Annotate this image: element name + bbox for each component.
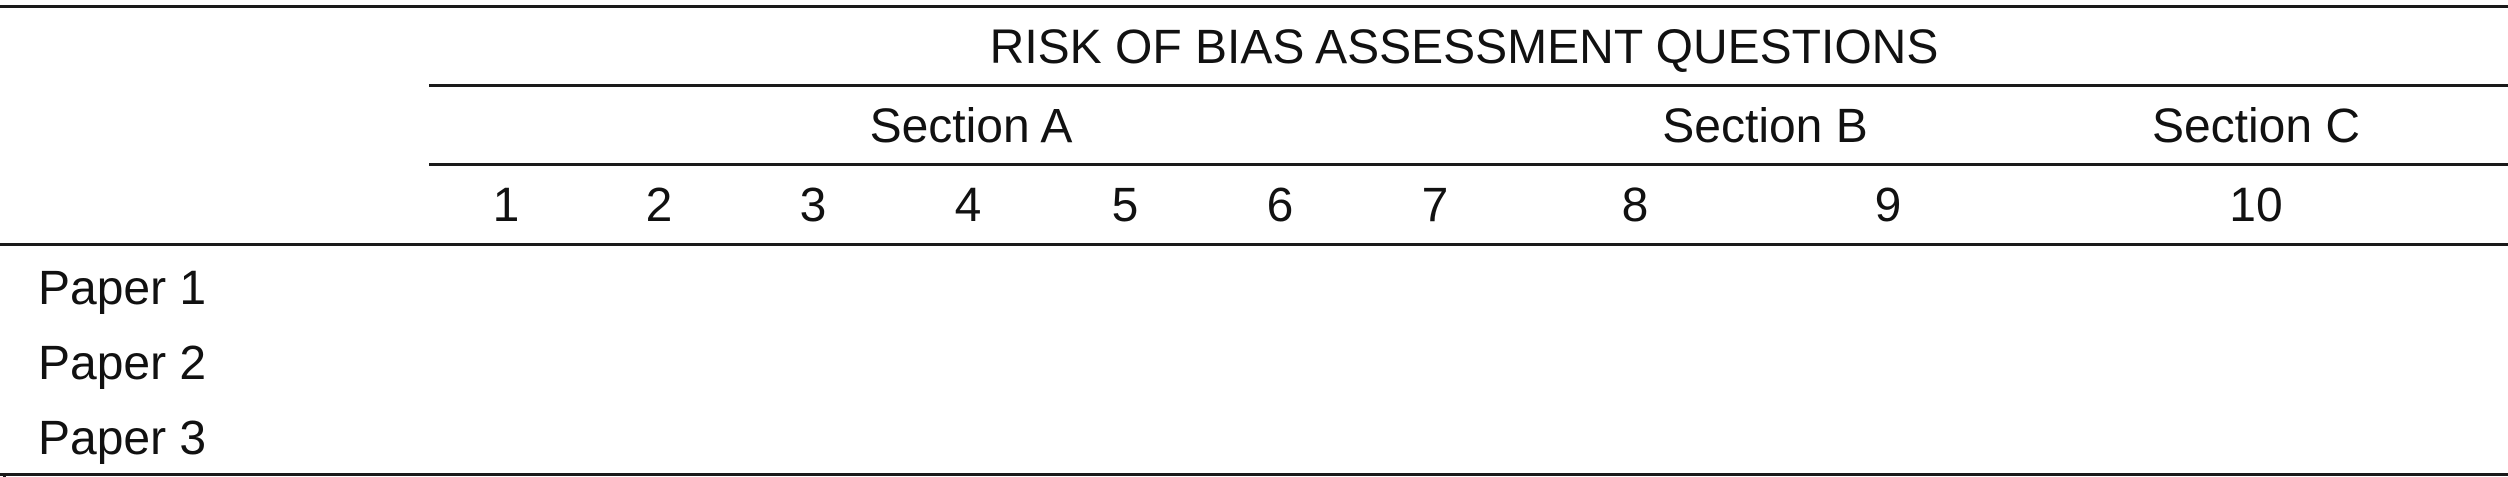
header-bottom-rule xyxy=(0,243,2508,246)
row-label-paper-2: Paper 2 xyxy=(38,337,207,390)
question-header: 2 xyxy=(645,179,673,232)
question-header: 4 xyxy=(954,179,982,232)
row-label-paper-1: Paper 1 xyxy=(38,262,207,315)
question-header: 6 xyxy=(1266,179,1294,232)
top-rule xyxy=(0,5,2508,8)
bottom-rule xyxy=(0,473,2508,476)
section-b-header: Section B xyxy=(1662,100,1868,153)
section-rule xyxy=(429,163,2508,166)
table-title: RISK OF BIAS ASSESSMENT QUESTIONS xyxy=(989,21,1939,74)
section-c-header: Section C xyxy=(2151,100,2361,153)
row-label-paper-3: Paper 3 xyxy=(38,412,207,465)
title-rule xyxy=(429,84,2508,87)
question-header: 9 xyxy=(1874,179,1902,232)
question-header: 8 xyxy=(1621,179,1649,232)
question-header: 10 xyxy=(2229,179,2283,232)
question-header: 7 xyxy=(1421,179,1449,232)
section-a-header: Section A xyxy=(869,100,1073,153)
question-header: 5 xyxy=(1111,179,1139,232)
question-header: 3 xyxy=(799,179,827,232)
bottom-left-border xyxy=(3,473,6,477)
question-header: 1 xyxy=(492,179,520,232)
